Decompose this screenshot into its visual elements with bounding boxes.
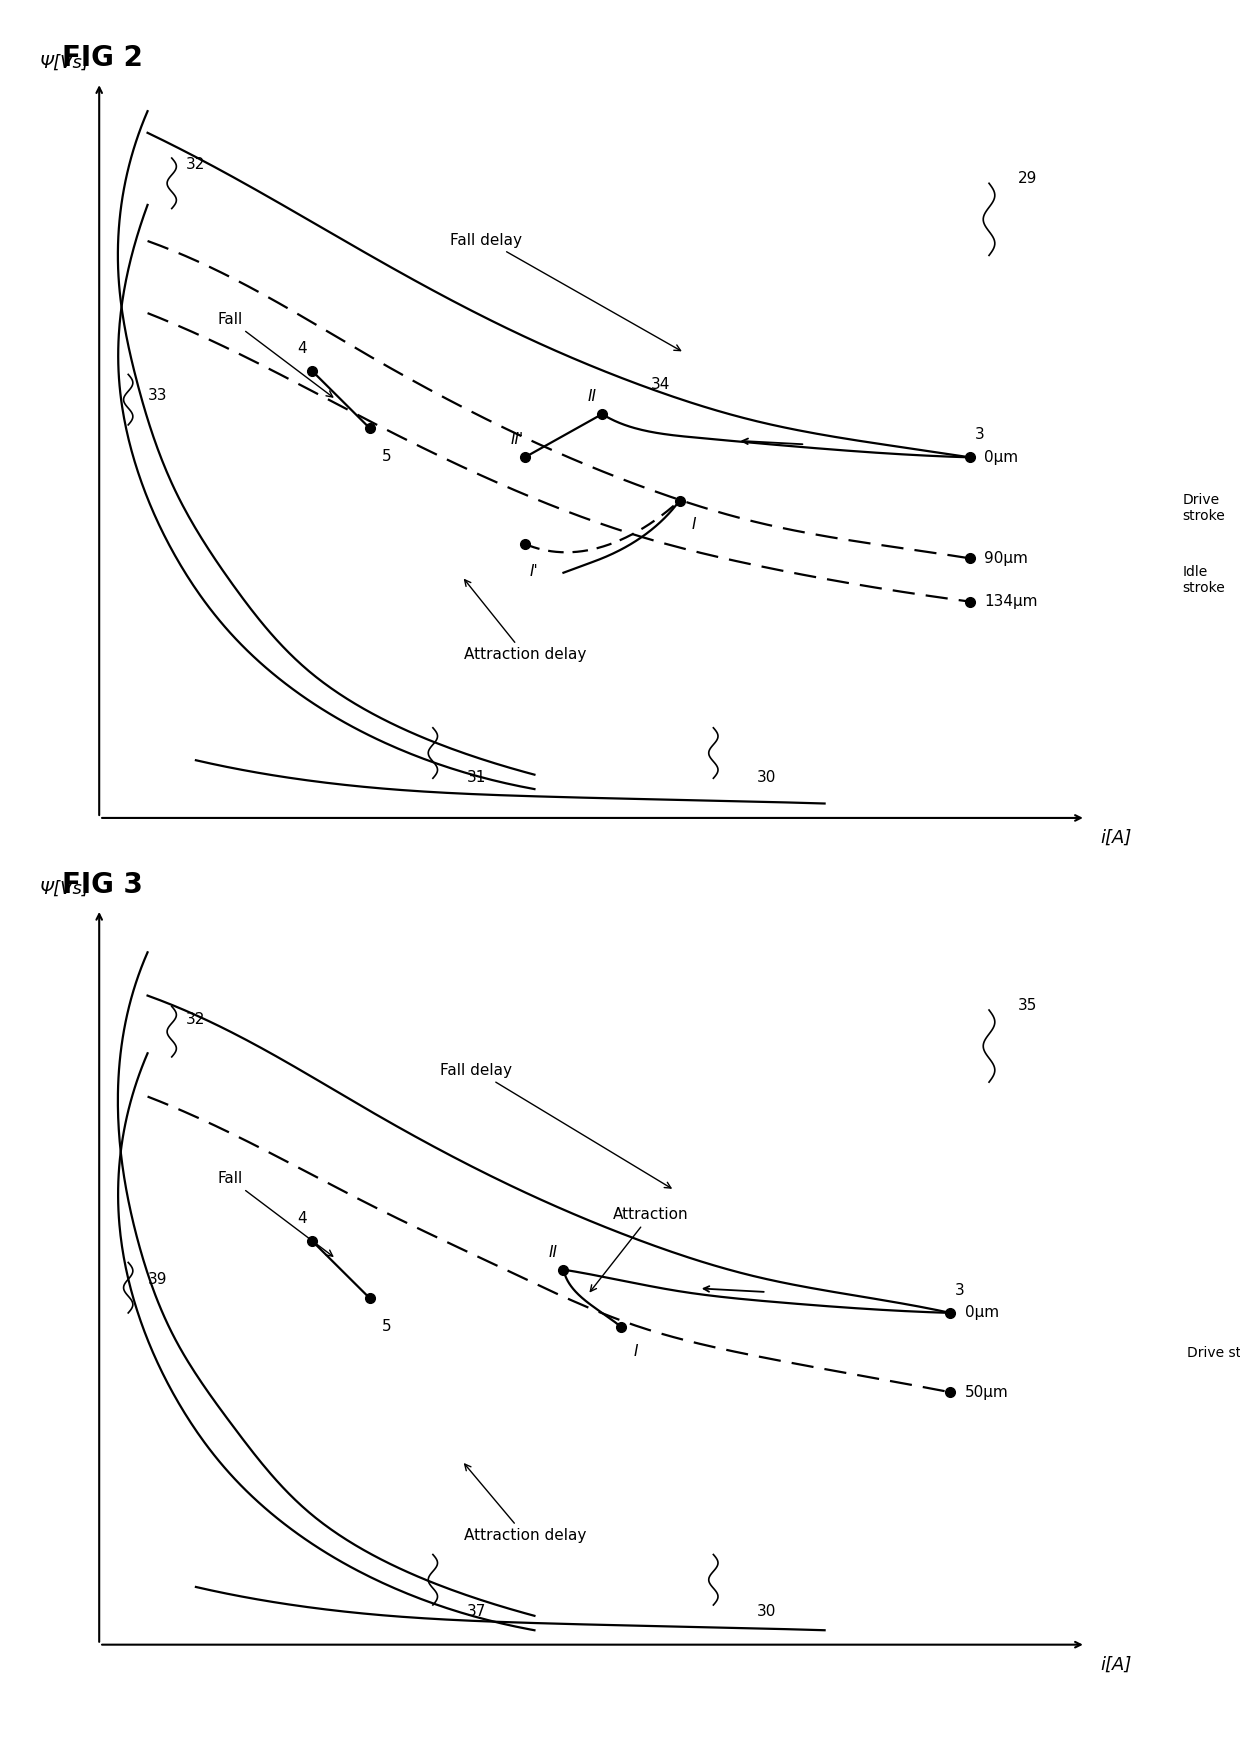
- Text: 37: 37: [466, 1604, 486, 1618]
- Text: 39: 39: [148, 1272, 167, 1288]
- Text: I: I: [634, 1344, 637, 1360]
- Text: II: II: [549, 1245, 558, 1259]
- Text: 4: 4: [298, 1210, 308, 1226]
- Text: i[A]: i[A]: [1100, 828, 1132, 846]
- Text: 0μm: 0μm: [965, 1305, 999, 1321]
- Text: FIG 2: FIG 2: [62, 44, 143, 72]
- Text: 35: 35: [1018, 997, 1038, 1013]
- Text: i[A]: i[A]: [1100, 1655, 1132, 1673]
- Text: Drive
stroke: Drive stroke: [1183, 493, 1225, 522]
- Text: Fall: Fall: [217, 1171, 332, 1256]
- Text: 50μm: 50μm: [965, 1384, 1008, 1400]
- Text: 90μm: 90μm: [985, 551, 1028, 566]
- Text: 3: 3: [975, 427, 985, 442]
- Text: 30: 30: [756, 1604, 776, 1618]
- Text: Attraction: Attraction: [590, 1207, 688, 1291]
- Text: II: II: [588, 389, 596, 405]
- Text: 31: 31: [466, 770, 486, 785]
- Text: I': I': [529, 565, 538, 579]
- Text: 30: 30: [756, 770, 776, 785]
- Text: Ψ[Vs]: Ψ[Vs]: [40, 53, 89, 72]
- Text: 3: 3: [955, 1282, 965, 1298]
- Text: 32: 32: [186, 157, 206, 172]
- Text: 134μm: 134μm: [985, 595, 1038, 609]
- Text: Ψ[Vs]: Ψ[Vs]: [40, 880, 89, 899]
- Text: 0μm: 0μm: [985, 450, 1018, 464]
- Text: Fall: Fall: [217, 311, 332, 398]
- Text: FIG 3: FIG 3: [62, 871, 143, 899]
- Text: Drive stroke: Drive stroke: [1188, 1346, 1240, 1360]
- Text: 32: 32: [186, 1013, 206, 1027]
- Text: Idle
stroke: Idle stroke: [1183, 565, 1225, 595]
- Text: 5: 5: [382, 449, 392, 464]
- Text: II': II': [511, 433, 523, 447]
- Text: Fall delay: Fall delay: [450, 232, 681, 350]
- Text: Attraction delay: Attraction delay: [464, 1463, 587, 1543]
- Text: 33: 33: [148, 387, 167, 403]
- Text: I: I: [691, 517, 696, 533]
- Text: 29: 29: [1018, 171, 1038, 186]
- Text: 5: 5: [382, 1319, 392, 1333]
- Text: Attraction delay: Attraction delay: [464, 580, 587, 663]
- Text: Fall delay: Fall delay: [440, 1062, 671, 1187]
- Text: 4: 4: [298, 341, 308, 355]
- Text: 34: 34: [651, 376, 670, 392]
